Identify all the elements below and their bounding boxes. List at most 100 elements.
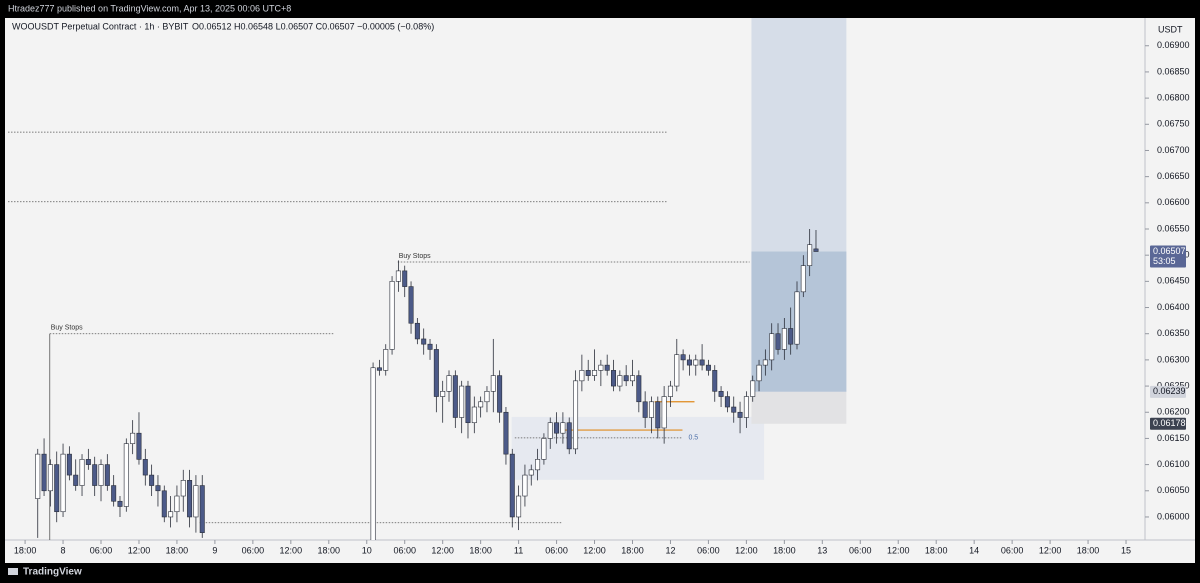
candle-body	[750, 380, 756, 397]
candle-body	[130, 432, 136, 444]
candle-body	[440, 391, 446, 397]
candle-body	[566, 422, 572, 450]
candle-body	[699, 359, 705, 366]
level-label: 0.5	[688, 435, 698, 442]
x-tick-label: 06:00	[242, 545, 265, 555]
candle-body	[41, 453, 47, 492]
candle-body	[111, 485, 117, 502]
level-label: Buy Stops	[399, 253, 431, 260]
price-tag	[1150, 385, 1186, 398]
candle-body	[459, 385, 465, 418]
x-tick-label: 18:00	[469, 545, 492, 555]
candle-body	[174, 495, 180, 513]
y-tick-label: 0.06650	[1157, 171, 1190, 181]
x-tick-label: 18:00	[166, 545, 189, 555]
candle-body	[471, 406, 477, 424]
candle-body	[168, 511, 174, 518]
x-tick-label: 18:00	[773, 545, 796, 555]
y-tick-label: 0.06200	[1157, 407, 1190, 417]
x-tick-label: 13	[817, 545, 827, 555]
ohlc-readout: O0.06512 H0.06548 L0.06507 C0.06507 −0.0…	[192, 21, 434, 31]
x-tick-label: 18:00	[621, 545, 644, 555]
y-tick-label: 0.06450	[1157, 276, 1190, 286]
candle-body	[85, 459, 91, 465]
candle-body	[180, 480, 186, 497]
candle-body	[807, 244, 813, 266]
candle-body	[522, 474, 528, 497]
candle-body	[123, 443, 129, 507]
y-tick-label: 0.06600	[1157, 197, 1190, 207]
candle-body	[433, 349, 439, 397]
price-countdown: 53:05	[1153, 256, 1176, 266]
candle-body	[389, 281, 395, 350]
candle-body	[187, 480, 193, 518]
candle-body	[98, 464, 104, 486]
candle-body	[427, 343, 433, 350]
x-tick-label: 15	[1121, 545, 1131, 555]
candle-body	[478, 401, 484, 408]
candle-body	[813, 248, 819, 252]
brand-logo	[8, 568, 18, 575]
y-tick-label: 0.06850	[1157, 66, 1190, 76]
candle-body	[383, 349, 389, 371]
y-tick-label: 0.06900	[1157, 40, 1190, 50]
axis-unit: USDT	[1158, 24, 1183, 34]
candle-body	[370, 367, 376, 540]
x-tick-label: 12:00	[280, 545, 303, 555]
candle-body	[623, 375, 629, 382]
candle-body	[636, 375, 642, 403]
x-tick-label: 12:00	[431, 545, 454, 555]
price-tag-label: 0.06507	[1153, 246, 1186, 256]
candle-body	[655, 401, 661, 429]
candle-body	[490, 375, 496, 392]
candle-body	[155, 485, 161, 492]
x-tick-label: 12:00	[128, 545, 151, 555]
candle-body	[402, 270, 408, 287]
candle-body	[560, 422, 566, 434]
x-tick-label: 9	[212, 545, 217, 555]
candle-body	[421, 338, 427, 345]
x-tick-label: 18:00	[14, 545, 37, 555]
y-tick-label: 0.06050	[1157, 485, 1190, 495]
x-tick-label: 18:00	[1077, 545, 1100, 555]
price-tag	[1150, 417, 1186, 430]
x-tick-label: 06:00	[90, 545, 113, 555]
candle-body	[592, 370, 598, 376]
candle-body	[395, 270, 401, 282]
candle-body	[535, 459, 541, 471]
candle-body	[73, 474, 79, 486]
candle-body	[446, 375, 452, 392]
candle-body	[611, 370, 617, 387]
x-tick-label: 06:00	[393, 545, 416, 555]
zone	[511, 416, 765, 480]
x-tick-label: 12:00	[1039, 545, 1062, 555]
candle-body	[554, 422, 560, 434]
x-tick-label: 8	[61, 545, 66, 555]
candle-body	[648, 401, 654, 418]
candle-body	[724, 396, 730, 408]
y-tick-label: 0.06800	[1157, 92, 1190, 102]
candle-body	[60, 453, 66, 513]
publisher-line: Htradez777 published on TradingView.com,…	[8, 3, 291, 13]
candle-body	[66, 453, 72, 476]
candle-body	[585, 370, 591, 376]
candle-body	[693, 359, 699, 366]
candle-body	[800, 265, 806, 293]
position-stop	[751, 391, 847, 424]
price-tag-label: 0.06239	[1153, 386, 1186, 396]
candle-body	[465, 385, 471, 424]
candle-body	[528, 469, 534, 476]
price-tag	[1150, 245, 1186, 268]
x-tick-label: 12:00	[735, 545, 758, 555]
candle-body	[629, 375, 635, 382]
x-tick-label: 06:00	[1001, 545, 1024, 555]
candle-body	[718, 391, 724, 397]
candle-body	[756, 364, 762, 382]
candle-body	[573, 380, 579, 450]
y-tick-label: 0.06300	[1157, 354, 1190, 364]
x-tick-label: 11	[514, 545, 523, 555]
x-tick-label: 06:00	[697, 545, 720, 555]
candle-body	[376, 367, 382, 371]
